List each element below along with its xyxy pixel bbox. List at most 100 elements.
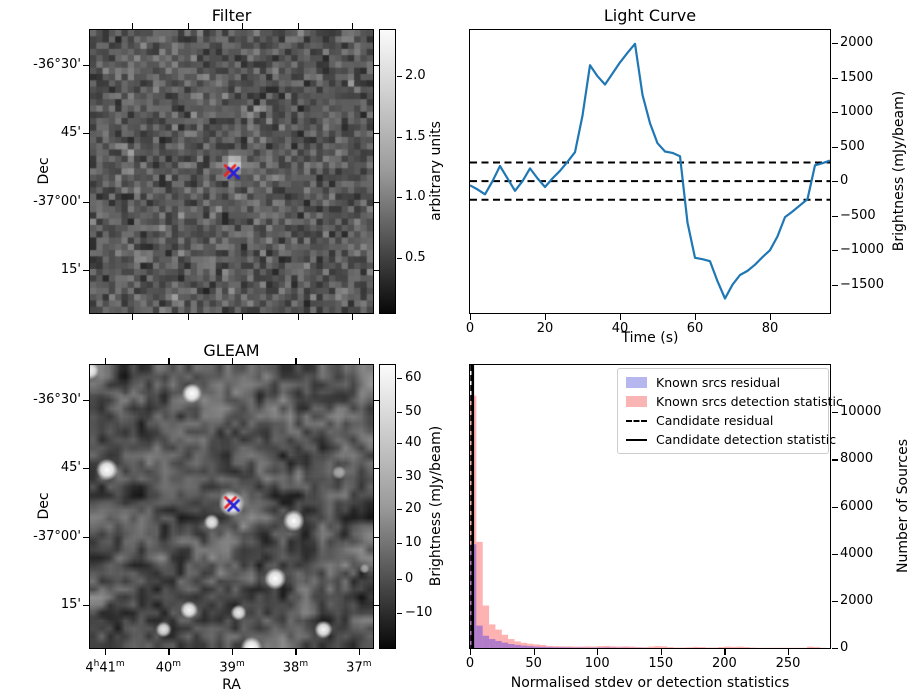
light-curve-plot [469, 29, 831, 314]
ra-tick-label: 38m [282, 659, 309, 676]
colorbar-tick-label: 1.0 [405, 188, 426, 204]
stat-tick-label: 200 [711, 656, 737, 671]
filter-panel-title: Filter [211, 6, 252, 25]
colorbar-tick [397, 378, 402, 380]
gleam-ylabel: Dec [36, 492, 52, 520]
brightness-tick-label: −500 [840, 207, 876, 223]
colorbar-tick [397, 543, 402, 545]
hist-bar [667, 647, 674, 648]
brightness-tick-label: 2000 [840, 35, 874, 51]
dec-tick-label: -37°00' [33, 529, 81, 545]
hist-bar [698, 647, 706, 648]
ra-tick [131, 23, 134, 29]
legend-label: Candidate residual [656, 413, 774, 428]
colorbar-tick-label: 60 [405, 370, 422, 386]
brightness-tick [832, 284, 838, 286]
hist-bar [641, 647, 649, 648]
hist-bar [590, 646, 598, 648]
hist-bar [654, 646, 661, 648]
dec-tick [374, 604, 380, 607]
hist-bar [533, 646, 540, 648]
brightness-tick [832, 215, 838, 217]
legend-item-candidate-residual: Candidate residual [626, 413, 820, 428]
hist-bar [724, 646, 731, 648]
legend-item-candidate-detection: Candidate detection statistic [626, 432, 836, 447]
filter-colorbar [379, 29, 396, 314]
legend-item-known-srcs-residual: Known srcs residual [626, 375, 820, 390]
ra-tick-label: 37m [346, 659, 372, 676]
ra-tick [241, 314, 244, 320]
brightness-tick [832, 43, 838, 45]
hist-bar [584, 646, 591, 648]
hist-bar [743, 647, 750, 648]
dec-tick [374, 202, 380, 204]
count-tick [832, 600, 838, 603]
filter-image-panel [89, 29, 374, 314]
ra-tick [168, 649, 170, 655]
colorbar-tick-label: −10 [405, 604, 433, 620]
known-srcs-detection-swatch [626, 396, 647, 407]
dec-tick [83, 133, 89, 135]
ra-tick [104, 358, 107, 364]
colorbar-tick-label: 30 [405, 469, 422, 485]
hist-bar [539, 646, 547, 648]
gleam-image [90, 365, 373, 648]
hist-bar [660, 646, 668, 648]
stat-tick [597, 649, 599, 655]
hist-bar [609, 646, 617, 648]
hist-bar [603, 647, 610, 648]
colorbar-tick-label: 40 [405, 435, 422, 451]
brightness-tick [832, 112, 838, 114]
brightness-tick-label: −1000 [840, 242, 884, 258]
histogram-canvas [470, 365, 827, 648]
histogram-legend: Known srcs residual Known srcs detection… [617, 368, 843, 454]
colorbar-tick [397, 509, 402, 511]
hist-bar [508, 643, 515, 648]
dec-tick [83, 400, 89, 402]
hist-bar [813, 647, 820, 648]
hist-bar [482, 635, 490, 648]
hist-bar [552, 646, 560, 648]
ra-tick-label: 39m [219, 659, 245, 676]
dec-tick [83, 537, 89, 539]
hist-bar [546, 645, 553, 648]
colorbar-tick [397, 76, 402, 78]
gleam-colorbar [379, 364, 396, 649]
brightness-tick-label: 500 [840, 138, 865, 154]
dec-tick-label: 45' [60, 460, 81, 475]
hist-bar [476, 625, 483, 648]
ra-tick [187, 314, 190, 320]
ra-tick [358, 358, 361, 364]
dec-tick [83, 202, 89, 204]
count-tick-label: 8000 [840, 451, 874, 467]
legend-label: Known srcs detection statistic [656, 394, 843, 409]
count-tick-label: 0 [840, 640, 849, 655]
brightness-tick-label: −1500 [840, 276, 884, 292]
hist-bar [514, 641, 521, 648]
dec-tick [374, 65, 380, 67]
dec-tick [83, 604, 89, 607]
stat-tick-label: 0 [465, 656, 475, 671]
hist-bar [539, 644, 547, 648]
hist-bar [718, 647, 725, 648]
time-tick [620, 314, 622, 320]
brightness-tick-label: 0 [840, 173, 849, 189]
hist-bar [559, 646, 566, 648]
ra-tick [232, 358, 234, 364]
legend-label: Candidate detection statistic [656, 432, 837, 447]
hist-bar [730, 646, 738, 648]
colorbar-tick [397, 196, 402, 199]
dec-tick [374, 133, 380, 135]
gleam-image-panel [89, 364, 374, 649]
hist-bar [520, 645, 528, 648]
ra-tick [131, 314, 134, 320]
hist-bar [571, 646, 579, 648]
colorbar-tick [397, 136, 402, 139]
ra-tick [352, 23, 354, 29]
hist-bar [603, 645, 610, 648]
hist-bar [737, 646, 744, 648]
stat-tick [470, 649, 472, 655]
stat-tick [788, 649, 790, 655]
stat-tick-label: 50 [525, 656, 542, 671]
count-tick [832, 459, 838, 461]
